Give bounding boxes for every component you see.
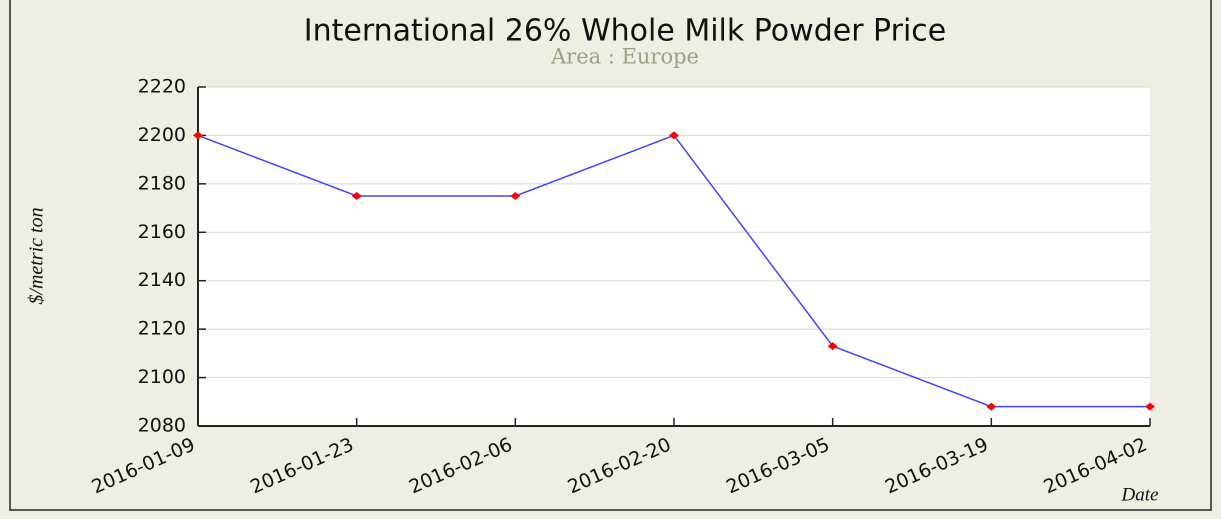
marker bbox=[669, 131, 679, 140]
marker bbox=[986, 402, 997, 411]
y-tick-label: 2120 bbox=[138, 318, 186, 340]
chart-title: International 26% Whole Milk Powder Pric… bbox=[304, 14, 947, 49]
marker bbox=[827, 342, 838, 351]
marker bbox=[510, 191, 521, 200]
y-tick-label: 2140 bbox=[138, 269, 186, 291]
y-tick-label: 2180 bbox=[138, 172, 186, 194]
chart-subtitle: Area : Europe bbox=[550, 45, 699, 69]
y-tick-label: 2200 bbox=[138, 124, 186, 146]
plot-area bbox=[198, 87, 1150, 426]
y-tick-label: 2080 bbox=[138, 415, 186, 437]
y-tick-label: 2100 bbox=[138, 366, 186, 388]
marker bbox=[351, 191, 362, 200]
y-tick-label: 2220 bbox=[138, 76, 186, 98]
y-axis-label: $/metric ton bbox=[26, 207, 48, 304]
marker bbox=[1145, 402, 1155, 411]
x-axis-label: Date bbox=[1121, 484, 1159, 505]
y-tick-label: 2160 bbox=[138, 221, 186, 243]
marker bbox=[193, 131, 203, 140]
